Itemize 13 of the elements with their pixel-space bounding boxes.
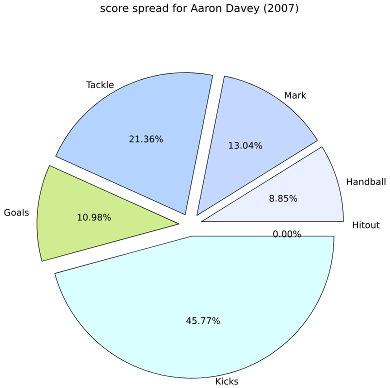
chart-title: score spread for Aaron Davey (2007) (100, 4, 298, 14)
slice-label: Tackle (86, 80, 114, 88)
slice-label: Handball (346, 178, 386, 185)
text: 0.00% (273, 230, 301, 238)
data-label: 21.36% (130, 135, 163, 142)
slice-label: Mark (284, 91, 306, 98)
slice-label: Kicks (216, 377, 238, 384)
data-label: 45.77% (186, 316, 220, 324)
data-label: 10.98% (78, 214, 111, 220)
data-label: 8.85% (270, 194, 298, 202)
slice-label: Goals (4, 208, 29, 216)
category-label: Hitout (352, 221, 380, 228)
data-label: 13.04% (229, 142, 262, 149)
